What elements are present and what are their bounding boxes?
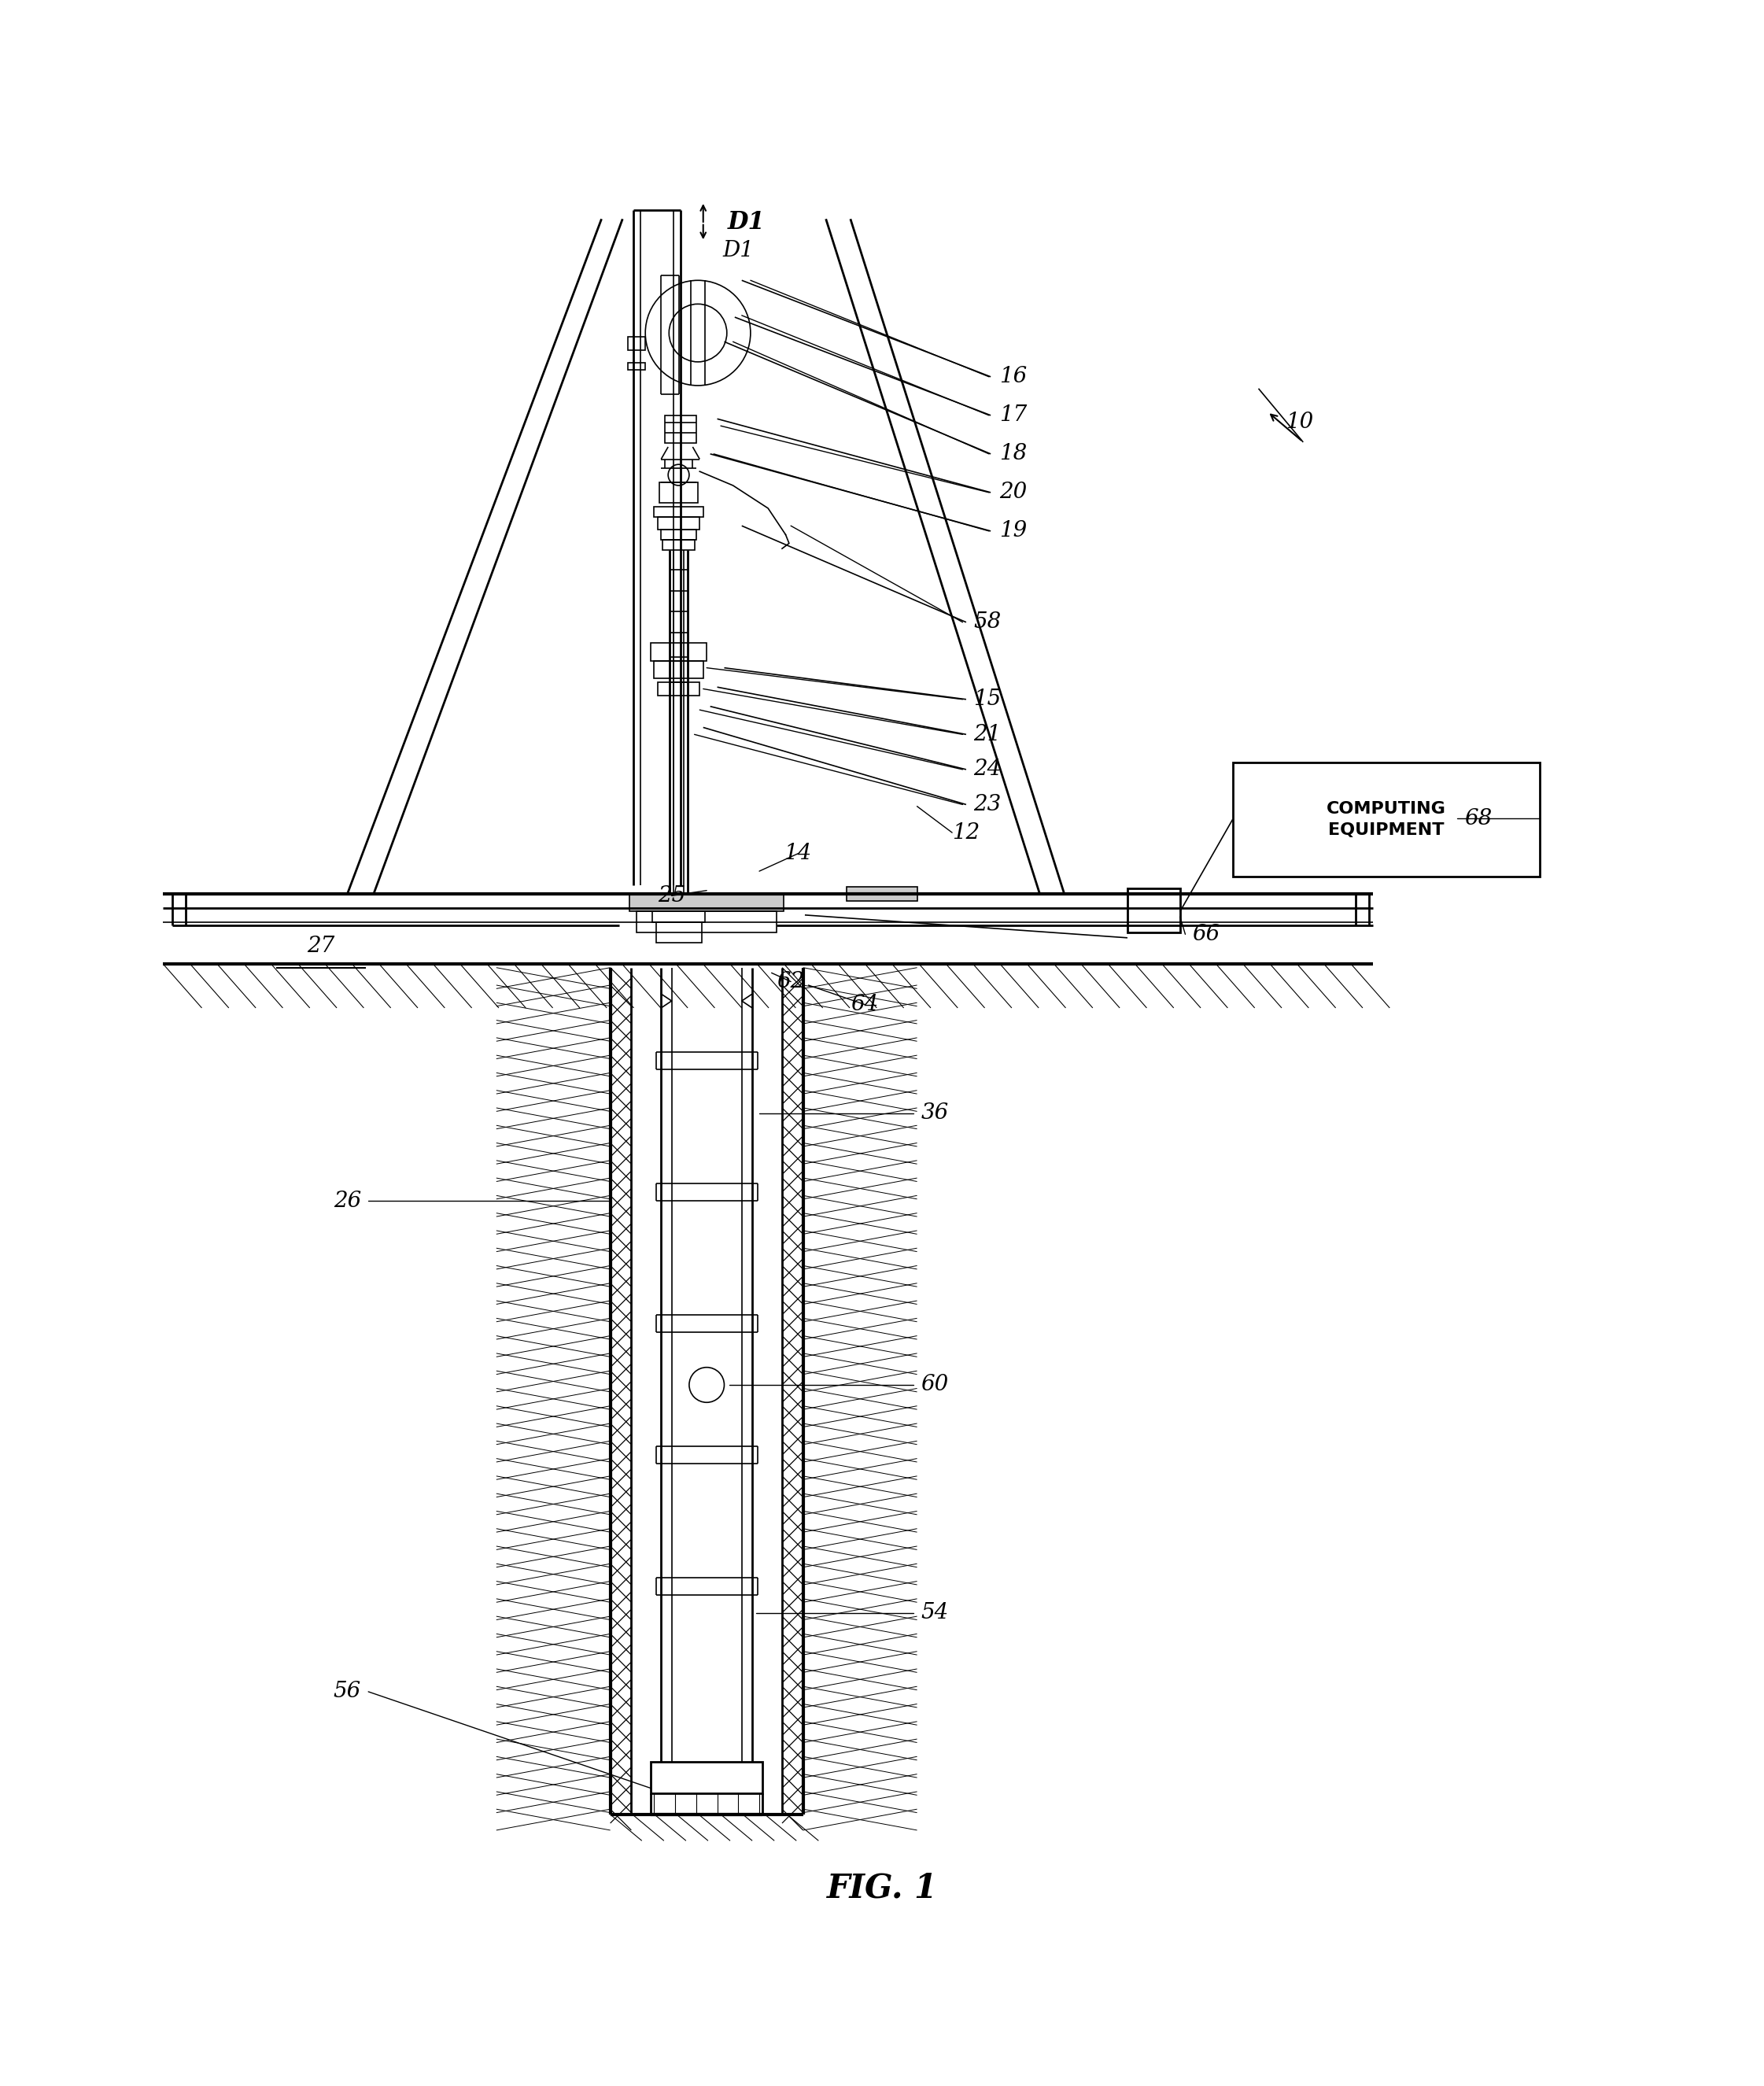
Text: FIG. 1: FIG. 1	[827, 1871, 937, 1905]
Bar	[651, 642, 707, 661]
Text: 68: 68	[1464, 807, 1492, 830]
Text: 36: 36	[921, 1103, 949, 1124]
Text: D1: D1	[723, 240, 753, 261]
Bar	[654, 661, 704, 678]
Bar	[658, 682, 700, 697]
Text: 23: 23	[974, 795, 1000, 816]
Bar	[628, 336, 646, 350]
Text: COMPUTING
EQUIPMENT: COMPUTING EQUIPMENT	[1327, 801, 1446, 839]
Bar	[665, 415, 697, 444]
Text: 19: 19	[1000, 519, 1027, 542]
Text: 10: 10	[1286, 411, 1312, 434]
Bar	[654, 507, 704, 517]
Text: 54: 54	[921, 1602, 949, 1623]
Bar	[662, 530, 697, 540]
Text: 60: 60	[921, 1375, 949, 1396]
Bar	[847, 887, 917, 901]
Bar	[637, 912, 776, 932]
Text: 58: 58	[974, 611, 1000, 632]
Bar	[1127, 889, 1180, 932]
Text: D1: D1	[729, 211, 766, 236]
Text: 17: 17	[1000, 405, 1027, 426]
Bar	[628, 363, 646, 369]
Text: 25: 25	[658, 884, 686, 905]
Text: 27: 27	[307, 937, 335, 957]
Text: 14: 14	[783, 843, 811, 864]
Text: 24: 24	[974, 759, 1000, 780]
Bar	[630, 895, 783, 912]
Text: 21: 21	[974, 724, 1000, 745]
Bar	[658, 517, 700, 530]
Bar	[663, 540, 695, 551]
Text: 20: 20	[1000, 482, 1027, 503]
Bar	[660, 482, 699, 503]
Text: 56: 56	[333, 1681, 362, 1702]
Bar	[1233, 763, 1540, 876]
Bar	[653, 897, 706, 922]
Text: 18: 18	[1000, 444, 1027, 465]
Bar	[651, 1763, 762, 1794]
Text: 12: 12	[953, 822, 981, 843]
Text: 15: 15	[974, 688, 1000, 709]
Text: 66: 66	[1192, 924, 1221, 945]
Bar	[656, 922, 702, 943]
Text: 16: 16	[1000, 367, 1027, 388]
Text: 62: 62	[776, 970, 804, 993]
Text: 26: 26	[333, 1191, 362, 1212]
Text: 64: 64	[850, 993, 878, 1016]
